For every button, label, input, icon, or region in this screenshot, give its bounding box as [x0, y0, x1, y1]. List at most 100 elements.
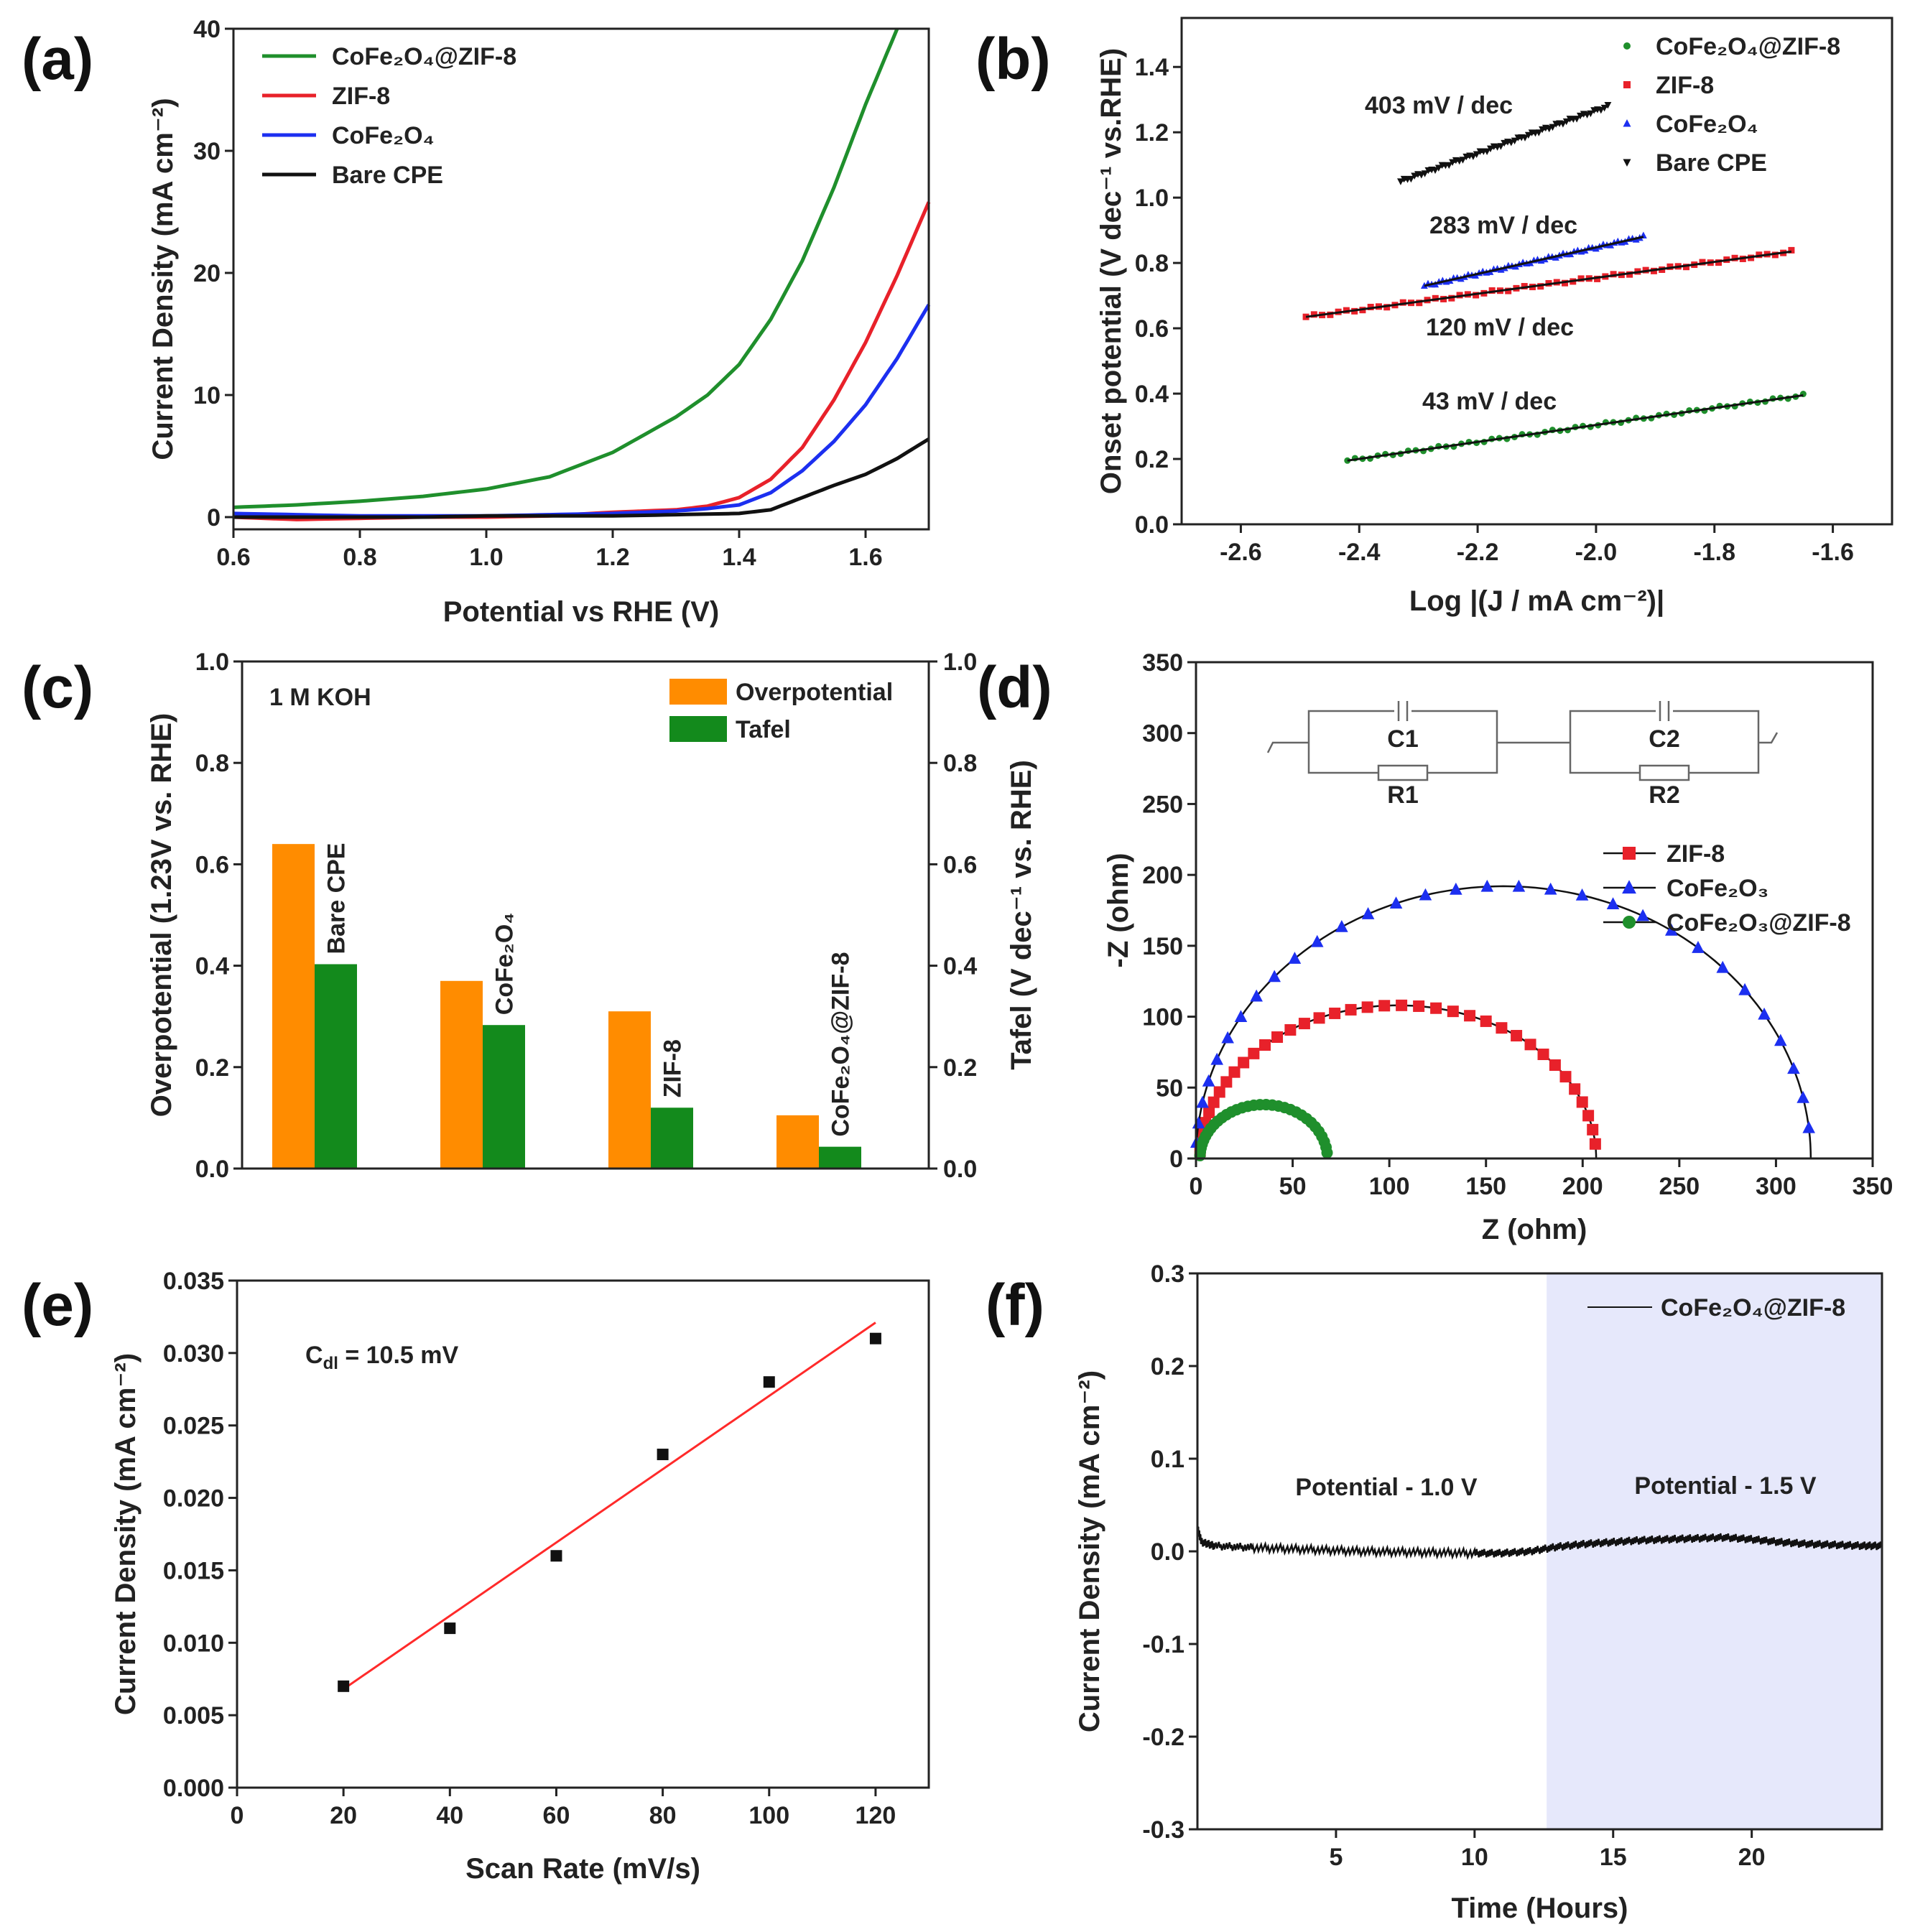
- x-tick-label: -1.6: [1812, 539, 1854, 566]
- data-point: [1559, 1071, 1572, 1083]
- series-line-green: [233, 28, 899, 509]
- x-tick-label: 50: [1279, 1173, 1307, 1200]
- legend-label: Tafel: [736, 716, 791, 743]
- legend-label: ZIF-8: [1656, 72, 1714, 99]
- legend-symbol: [1623, 159, 1631, 167]
- y-axis-title: Overpotential (1.23V vs. RHE): [146, 713, 177, 1117]
- capacitor-gap: [1394, 702, 1411, 720]
- resistor-box: [1377, 764, 1429, 781]
- fit-curve: [1199, 1004, 1598, 1159]
- data-point: [1480, 1015, 1492, 1027]
- data-point: [1203, 1106, 1215, 1118]
- bar-overpotential: [440, 980, 483, 1169]
- legend-swatch: [669, 716, 727, 742]
- panel-d: 0 50 100 150 200 250 300 350 0 50 100 150 200 250 300 3…: [1103, 649, 1893, 1245]
- data-point: [1416, 299, 1423, 307]
- y-tick-label: 150: [1142, 933, 1183, 960]
- data-point: [444, 1622, 456, 1635]
- y-tick-label: 0.035: [163, 1268, 224, 1295]
- legend-label: CoFe₂O₃@ZIF-8: [1666, 909, 1851, 937]
- legend-label: CoFe₂O₄: [1656, 111, 1758, 138]
- y-tick-label: 0.8: [1135, 250, 1169, 277]
- data-point: [1329, 1007, 1341, 1019]
- y2-tick-label: 0.8: [943, 750, 977, 777]
- y-axis-title: Current Density (mA cm⁻²): [110, 1353, 142, 1715]
- y-tick-label: 10: [193, 382, 221, 409]
- data-point: [1419, 888, 1432, 901]
- data-point: [1389, 896, 1403, 909]
- y-tick-label: 0.4: [1135, 381, 1169, 408]
- y2-tick-label: 0.4: [943, 953, 977, 980]
- legend-label: CoFe₂O₃: [1666, 875, 1768, 902]
- x-tick-label: 1.2: [595, 544, 629, 571]
- data-point: [1234, 1010, 1248, 1022]
- x-tick-label: 40: [436, 1802, 463, 1829]
- y-tick-label: 0.0: [1135, 511, 1169, 539]
- data-point: [1271, 1031, 1284, 1044]
- data-point: [1758, 1007, 1771, 1020]
- x-tick-label: 350: [1853, 1173, 1893, 1200]
- fit-curve: [1199, 1103, 1329, 1158]
- x-tick-label: 20: [330, 1802, 357, 1829]
- condition-label: 1 M KOH: [269, 684, 371, 711]
- y-tick-label: 0: [207, 504, 221, 531]
- data-point: [1210, 1052, 1224, 1065]
- data-point: [1207, 1096, 1220, 1108]
- data-point: [1335, 920, 1348, 932]
- series-line-black: [233, 437, 930, 519]
- x-axis-title: Z (ohm): [1482, 1214, 1587, 1245]
- data-point: [1473, 292, 1480, 299]
- data-point: [550, 1550, 562, 1562]
- legend-symbol: [1623, 916, 1636, 929]
- data-point: [1220, 1076, 1233, 1088]
- data-point: [1771, 251, 1779, 259]
- y-tick-label: 100: [1142, 1004, 1183, 1031]
- fit-line: [1305, 250, 1792, 318]
- data-point: [1610, 271, 1617, 278]
- x-tick-label: 300: [1756, 1173, 1797, 1200]
- series-line-red: [233, 201, 931, 521]
- data-point: [1383, 304, 1391, 311]
- y-tick-label: 0.015: [163, 1557, 224, 1584]
- legend-symbol: [1623, 81, 1631, 88]
- legend-label: Bare CPE: [332, 162, 443, 189]
- data-point: [1576, 1096, 1588, 1108]
- y-tick-label: 0.2: [1151, 1353, 1185, 1380]
- panel-label-f: (f): [986, 1273, 1044, 1338]
- y-tick-label: 0.1: [1151, 1446, 1185, 1473]
- y-tick-label: 1.0: [195, 649, 229, 676]
- circuit-label: R1: [1387, 781, 1418, 809]
- x-tick-label: 80: [649, 1802, 677, 1829]
- fit-line: [1347, 394, 1804, 462]
- data-point: [1259, 1039, 1271, 1051]
- y-tick-label: 0.005: [163, 1702, 224, 1729]
- data-point: [1361, 907, 1375, 919]
- y2-tick-label: 0.6: [943, 851, 977, 878]
- data-point: [1699, 259, 1706, 266]
- data-point: [1496, 1022, 1508, 1034]
- x-tick-label: 15: [1600, 1844, 1627, 1871]
- fit-line: [1400, 105, 1608, 182]
- bar-category-label: Bare CPE: [323, 843, 351, 955]
- data-point: [657, 1449, 669, 1461]
- x-tick-label: 0.6: [216, 544, 250, 571]
- y-tick-label: 1.4: [1135, 54, 1169, 81]
- legend-swatch: [669, 679, 727, 705]
- plot-frame: [1195, 661, 1874, 1160]
- data-point: [1430, 1002, 1442, 1014]
- bar-tafel: [651, 1107, 693, 1169]
- data-point: [1213, 1086, 1225, 1098]
- data-point: [1716, 960, 1730, 973]
- data-point: [1582, 1110, 1595, 1122]
- y-tick-label: 200: [1142, 862, 1183, 889]
- y2-tick-label: 0.0: [943, 1156, 977, 1183]
- data-point: [1432, 294, 1439, 302]
- x-tick-label: -2.0: [1575, 539, 1618, 566]
- y-tick-label: 50: [1156, 1074, 1183, 1102]
- panel-label-b: (b): [975, 27, 1051, 92]
- data-point: [1450, 882, 1462, 895]
- slope-label: 43 mV / dec: [1422, 388, 1557, 415]
- x-tick-label: 100: [1369, 1173, 1410, 1200]
- fit-line: [1424, 236, 1644, 287]
